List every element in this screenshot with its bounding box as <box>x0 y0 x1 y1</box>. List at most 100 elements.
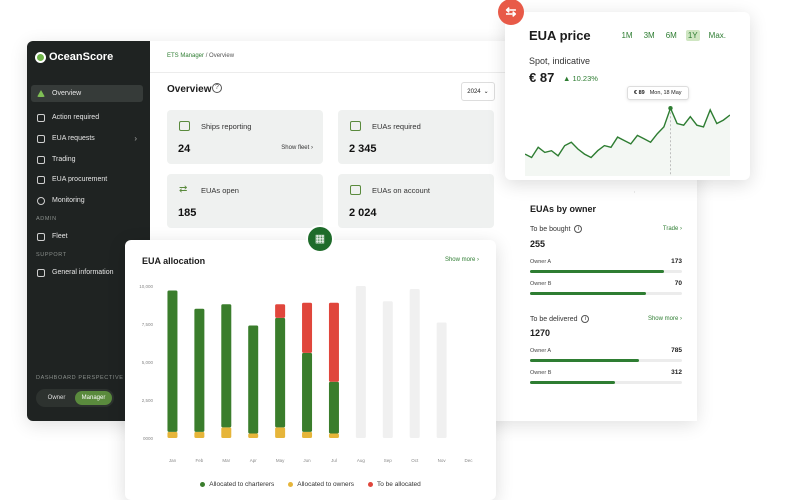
info-icon[interactable]: i <box>581 315 590 323</box>
y-tick-label: 5,000 <box>142 360 154 365</box>
legend-item: Allocated to charterers <box>200 481 274 488</box>
oceanscore-logo-icon <box>35 51 46 63</box>
sidebar-item-label: General information <box>52 269 114 276</box>
price-line-chart[interactable] <box>525 94 730 176</box>
request-icon <box>37 134 45 143</box>
range-3m[interactable]: 3M <box>643 31 655 40</box>
sidebar-item-label: Monitoring <box>52 197 85 204</box>
owner-label: Owner B <box>530 370 552 376</box>
to-be-bought-total: 255 <box>530 239 546 249</box>
bar-segment <box>194 431 205 438</box>
x-tick-label: Apr <box>250 458 258 463</box>
breadcrumb: ETS Manager / Overview <box>167 53 234 59</box>
card-label: EUAs required <box>372 122 421 131</box>
perspective-toggle[interactable]: Owner Manager <box>36 389 114 407</box>
x-tick-label: Nov <box>438 458 447 463</box>
card-value: 2 345 <box>349 143 377 155</box>
info-icon[interactable]: i <box>574 225 583 233</box>
card-ships-reporting: Ships reporting 24 Show fleet › <box>167 110 323 164</box>
sidebar-item-action-required[interactable]: Action required <box>31 109 143 126</box>
sidebar-item-fleet[interactable]: Fleet <box>31 228 143 245</box>
price-title: EUA price <box>529 28 591 43</box>
allocation-bar-chart: 10,000 7,500 5,000 2,500 0000 Jan Feb Mar Apr May… <box>139 284 473 463</box>
y-tick-label: 0000 <box>143 436 154 441</box>
legend-item: To be allocated <box>368 481 421 488</box>
sidebar-item-label: Trading <box>52 156 76 163</box>
sidebar-item-overview[interactable]: Overview <box>31 85 143 102</box>
eua-price-card: EUA price 1M 3M 6M 1Y Max. Spot, indicat… <box>505 12 750 180</box>
tooltip-date: Mon, 18 May <box>649 90 682 96</box>
perspective-option-manager[interactable]: Manager <box>75 391 112 405</box>
x-tick-label: May <box>276 458 285 463</box>
trading-icon <box>37 155 45 164</box>
show-fleet-link[interactable]: Show fleet › <box>281 145 313 151</box>
price-area <box>525 108 730 176</box>
sidebar-item-general-information[interactable]: General information <box>31 264 143 281</box>
bar-segment <box>302 302 313 353</box>
owner-value: 312 <box>671 369 682 376</box>
x-tick-label: Jun <box>303 458 311 463</box>
brand-name: OceanScore <box>49 51 114 63</box>
sidebar-item-eua-procurement[interactable]: EUA procurement <box>31 171 143 188</box>
chevron-right-icon: › <box>134 134 137 143</box>
sidebar-item-eua-requests[interactable]: EUA requests › <box>31 130 143 147</box>
to-be-bought-heading: To be bought i <box>530 225 583 233</box>
price-marker <box>668 106 673 111</box>
flag-icon <box>37 113 45 122</box>
bar-segment <box>275 427 286 438</box>
bar-segment <box>194 308 205 432</box>
card-value: 2 024 <box>349 207 377 219</box>
owner-bar <box>530 292 682 295</box>
card-value: 185 <box>178 207 197 219</box>
sidebar-section-admin: ADMIN <box>36 216 57 222</box>
panel-title: EUAs by owner <box>530 204 597 214</box>
perspective-option-owner[interactable]: Owner <box>47 395 66 401</box>
range-6m[interactable]: 6M <box>665 31 677 40</box>
card-euas-required: EUAs required 2 345 <box>338 110 494 164</box>
x-tick-label: Aug <box>357 458 366 463</box>
breadcrumb-separator: / <box>205 53 208 59</box>
owner-value: 70 <box>674 280 682 287</box>
x-tick-label: Oct <box>411 458 419 463</box>
sidebar-item-label: EUA procurement <box>52 176 108 183</box>
legend-item: Allocated to owners <box>288 481 354 488</box>
trade-link[interactable]: Trade › <box>662 226 682 232</box>
bar-segment <box>221 427 232 438</box>
bar-segment <box>167 290 178 432</box>
euas-by-owner-panel: EUAs by owner To be bought i Trade › 255… <box>514 193 697 421</box>
ship-icon <box>37 232 45 241</box>
sidebar-item-label: Overview <box>52 90 82 97</box>
calendar-icon <box>350 121 361 131</box>
bar-segment <box>248 325 259 434</box>
card-label: EUAs open <box>201 186 239 195</box>
card-euas-open: ⇄ EUAs open 185 <box>167 174 323 228</box>
range-max[interactable]: Max. <box>708 31 726 40</box>
show-more-link[interactable]: Show more › <box>647 316 682 322</box>
bar-segment <box>167 431 178 438</box>
procurement-icon <box>37 175 45 184</box>
year-select-value: 2024 <box>467 88 481 95</box>
x-tick-label: Mar <box>222 458 230 463</box>
perspective-label: DASHBOARD PERSPECTIVE <box>36 375 124 381</box>
breadcrumb-root[interactable]: ETS Manager <box>167 53 205 59</box>
sidebar-item-monitoring[interactable]: Monitoring <box>31 192 143 209</box>
sidebar-item-label: EUA requests <box>52 135 95 142</box>
sidebar-item-trading[interactable]: Trading <box>31 151 143 168</box>
bar-segment <box>275 317 286 428</box>
x-tick-label: Jul <box>331 458 337 463</box>
range-1y[interactable]: 1Y <box>685 30 700 41</box>
help-icon[interactable]: ? <box>212 83 222 93</box>
range-selector: 1M 3M 6M 1Y Max. <box>619 30 728 41</box>
brand-logo[interactable]: OceanScore <box>35 51 113 63</box>
year-select[interactable]: 2024 ⌄ <box>461 82 495 101</box>
range-1m[interactable]: 1M <box>621 31 633 40</box>
owner-label: Owner A <box>530 259 552 265</box>
bar-segment <box>302 431 313 438</box>
show-more-link[interactable]: Show more › <box>444 257 479 263</box>
sidebar-section-support: SUPPORT <box>36 252 67 258</box>
allocation-title: EUA allocation <box>142 256 206 266</box>
owner-value: 173 <box>671 258 682 265</box>
header-divider <box>150 72 697 73</box>
bar-segment <box>355 286 366 438</box>
card-value: 24 <box>178 143 191 155</box>
